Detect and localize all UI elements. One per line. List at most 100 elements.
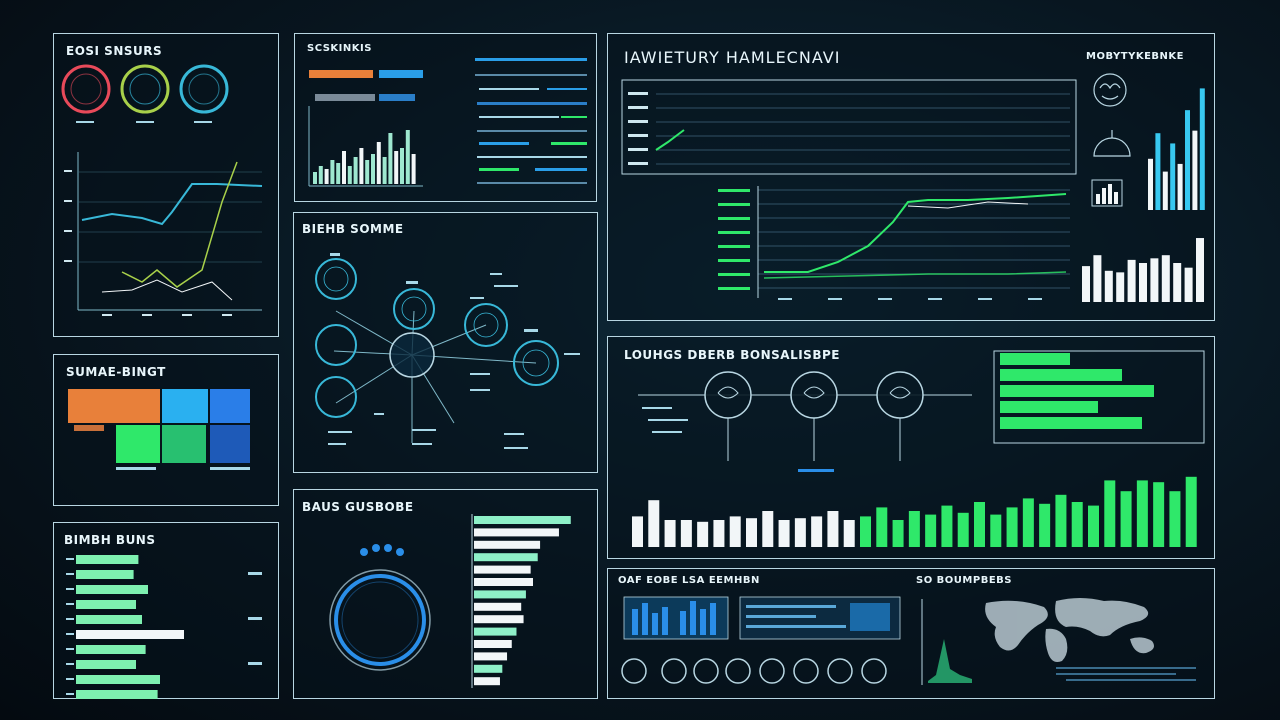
- bars-panel-bar-4: [76, 615, 142, 624]
- analysis-bar-30: [1120, 491, 1132, 547]
- gauge-bar-11: [474, 652, 508, 661]
- main-panel: IAWIETURY HAMLECNAVI MOBYTYKEBNKE: [607, 33, 1215, 321]
- main-white-bar-2: [1104, 270, 1113, 302]
- hist-bar-0: [313, 172, 317, 184]
- analysis-bar-10: [794, 518, 806, 547]
- stats-histogram: [308, 106, 423, 187]
- analysis-hbars: [993, 350, 1205, 444]
- main-white-bar-7: [1161, 255, 1170, 302]
- analysis-vbars: [632, 476, 1197, 547]
- main-panel-subtitle: MOBYTYKEBNKE: [1086, 51, 1184, 62]
- bars-panel-bar-9: [76, 690, 158, 699]
- bars-panel-tick-6: [66, 648, 74, 650]
- gauge-bar-5: [474, 578, 533, 586]
- analysis-bar-19: [941, 505, 953, 547]
- gauge-panel-title: BAUS GUSBOBE: [302, 500, 414, 514]
- map-panel-title: OAF EOBE LSA EEMHBN: [618, 575, 760, 586]
- analysis-bar-27: [1071, 502, 1083, 547]
- node-d: [464, 303, 508, 347]
- hist-bar-4: [336, 163, 341, 184]
- analysis-bar-34: [1185, 476, 1197, 547]
- analysis-bar-8: [762, 511, 774, 547]
- gauge-bar-9: [474, 627, 517, 636]
- stats-panel: SCSKINKIS: [294, 33, 597, 202]
- analysis-bar-2: [664, 520, 676, 547]
- hist-bar-16: [405, 130, 410, 184]
- gauge-bar-1: [474, 528, 559, 537]
- analysis-bar-14: [860, 516, 871, 547]
- gauge-bar-2: [474, 540, 541, 549]
- node-c: [315, 324, 357, 366]
- summary-panel-title: SUMAE-BINGT: [66, 365, 166, 379]
- analysis-bar-23: [1006, 507, 1018, 547]
- analysis-bar-3: [680, 520, 692, 547]
- gauge: [329, 544, 431, 671]
- hist-bar-9: [365, 160, 370, 184]
- gauge-bar-10: [474, 640, 512, 648]
- analysis-bar-18: [925, 514, 937, 547]
- bars-panel-tick-2: [66, 588, 74, 590]
- bars-panel-tick-1: [66, 573, 74, 575]
- analysis-bar-9: [778, 520, 790, 547]
- bars-panel-bar-3: [76, 600, 136, 609]
- analysis-node-2: [790, 371, 838, 419]
- main-white-bar-6: [1150, 258, 1159, 302]
- analysis-bar-7: [746, 518, 757, 547]
- bars-panel-label-4: [248, 617, 262, 620]
- analysis-bar-28: [1088, 505, 1099, 547]
- analysis-bar-32: [1153, 482, 1165, 547]
- gauge-bar-7: [474, 602, 522, 611]
- analysis-bar-16: [892, 520, 904, 547]
- map-panel-thumbs: [621, 596, 901, 684]
- world-map-shape: [985, 598, 1154, 662]
- bars-panel-label-7: [248, 662, 262, 665]
- bars-panel-bar-8: [76, 675, 160, 684]
- bars-panel-bar-1: [76, 570, 134, 579]
- sensors-line-chart: [64, 152, 263, 316]
- main-side-bar-1: [1155, 133, 1161, 210]
- analysis-bar-31: [1136, 480, 1148, 547]
- hist-bar-5: [342, 151, 346, 184]
- analysis-bar-29: [1104, 480, 1116, 547]
- analysis-node-3: [876, 371, 924, 419]
- hist-bar-11: [376, 142, 381, 184]
- main-white-bar-10: [1196, 238, 1204, 302]
- analysis-bar-6: [729, 516, 741, 547]
- analysis-bar-15: [876, 507, 888, 547]
- bars-panel-bar-0: [76, 555, 139, 564]
- main-side-bar-7: [1199, 88, 1205, 210]
- main-white-bar-5: [1139, 263, 1147, 302]
- main-white-bar-8: [1173, 263, 1182, 302]
- bars-panel-tick-4: [66, 618, 74, 620]
- gauge-bar-0: [474, 516, 571, 524]
- sensors-panel-title: EOSI SNSURS: [66, 44, 163, 58]
- main-white-bars: [1082, 238, 1204, 302]
- gauge-panel: BAUS GUSBOBE: [293, 489, 598, 699]
- main-white-bar-4: [1127, 259, 1136, 302]
- analysis-bar-4: [697, 521, 709, 547]
- ring-lime: [120, 64, 170, 114]
- analysis-nodes: [638, 371, 972, 472]
- gauge-bar-3: [474, 553, 538, 562]
- map-panel: OAF EOBE LSA EEMHBN SO BOUMPBEBS: [607, 568, 1215, 699]
- analysis-bar-11: [811, 516, 823, 547]
- main-side-bars: [1148, 88, 1205, 210]
- hist-bar-13: [388, 133, 393, 184]
- bars-panel-bar-7: [76, 660, 136, 669]
- node-graph-panel: BIEHB SOMME: [293, 212, 598, 473]
- main-icon-column: [1091, 73, 1131, 207]
- hist-bar-3: [330, 160, 335, 184]
- gauge-bar-4: [474, 565, 531, 574]
- stats-line-list: [475, 58, 587, 184]
- main-line-chart: [718, 186, 1070, 300]
- main-side-bar-6: [1192, 130, 1198, 210]
- analysis-bar-12: [827, 511, 839, 547]
- hist-bar-14: [394, 151, 399, 184]
- brain-icon: [1093, 73, 1127, 107]
- analysis-bar-26: [1055, 494, 1067, 547]
- main-top-chart: [621, 79, 1077, 175]
- hist-bar-7: [353, 157, 358, 184]
- hist-bar-17: [411, 154, 416, 184]
- summary-panel: SUMAE-BINGT: [53, 354, 279, 506]
- bars-panel-label-1: [248, 572, 262, 575]
